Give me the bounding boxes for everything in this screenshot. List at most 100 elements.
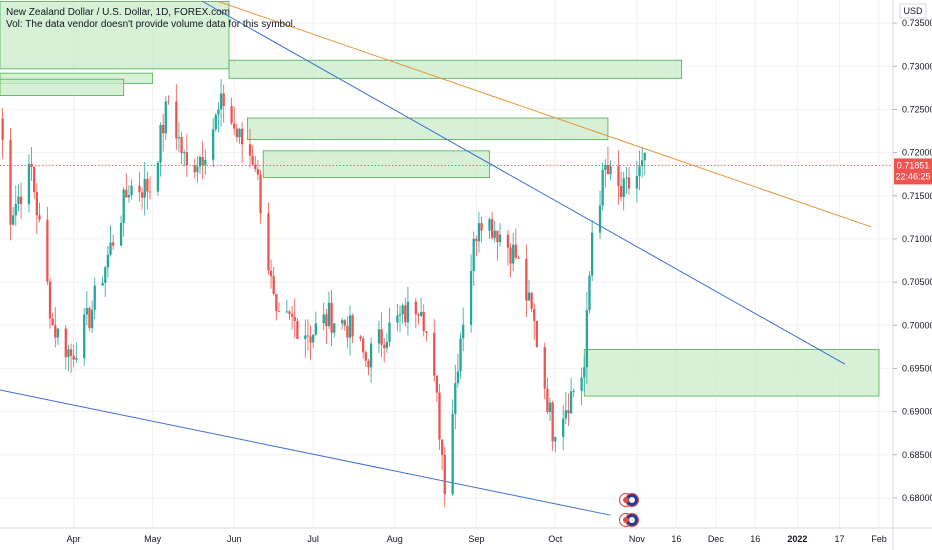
candle-body [438, 392, 441, 440]
candle-body [456, 371, 460, 384]
candle-body [343, 320, 346, 326]
candle-body [580, 377, 583, 391]
event-flag-icon [618, 512, 640, 528]
candle-body [219, 93, 223, 110]
candle-body [490, 219, 494, 238]
candle [348, 305, 352, 356]
y-tick-label: 0.69000 [902, 407, 932, 417]
y-tick-label: 0.70000 [902, 320, 932, 330]
candle [641, 147, 644, 178]
candle-body [509, 247, 512, 264]
candle-body [380, 329, 383, 345]
candle-body [90, 309, 94, 329]
candle-body [406, 301, 410, 323]
candle-body [414, 301, 417, 315]
candle [401, 303, 404, 324]
candle [12, 206, 15, 227]
candle-body [85, 307, 88, 315]
x-tick-label: Jun [227, 534, 242, 544]
candle-body [369, 343, 373, 368]
candle-body [585, 310, 589, 368]
candle-body [272, 276, 275, 294]
y-tick-label: 0.69500 [902, 363, 932, 373]
trendlines[interactable] [0, 1, 872, 516]
candle-body [569, 391, 573, 414]
candle-body [183, 152, 186, 154]
candle [33, 166, 36, 199]
y-tick-label: 0.73000 [902, 61, 932, 71]
candle [569, 377, 573, 414]
candle-body [488, 219, 491, 231]
candle-body [285, 311, 289, 313]
candle-body [177, 137, 181, 139]
candle-body [425, 331, 428, 333]
candle [583, 356, 586, 392]
candle-body [604, 164, 607, 170]
candle [233, 106, 236, 136]
candle [362, 335, 365, 359]
candle-body [562, 418, 565, 437]
candle-body [546, 388, 549, 413]
current-price-value: 0.71851 [897, 160, 930, 170]
candle-body [622, 178, 625, 198]
candle [456, 353, 460, 388]
candle-body [267, 213, 270, 271]
candle-body [635, 175, 639, 189]
candle-body [67, 349, 70, 358]
candle-body [385, 341, 389, 349]
candle-body [101, 282, 104, 286]
candle-body [17, 196, 20, 204]
candle-body [496, 230, 499, 243]
candle [588, 271, 591, 314]
candle-body [309, 336, 312, 343]
candle-body [330, 302, 333, 333]
economic-events[interactable] [618, 492, 640, 528]
event-flag-icon [618, 492, 640, 508]
candle-body [643, 153, 646, 161]
candle [496, 230, 499, 261]
candle [148, 176, 152, 200]
y-tick-label: 0.72500 [902, 104, 932, 114]
candle [609, 160, 612, 181]
x-tick-label: Oct [548, 534, 563, 544]
candlestick-series[interactable] [1, 79, 646, 508]
candle-body [159, 124, 162, 163]
symbol-title[interactable]: New Zealand Dollar / U.S. Dollar, 1D, FO… [6, 7, 230, 18]
candle-body [288, 311, 291, 315]
candle [598, 190, 602, 240]
candle-body [275, 293, 278, 312]
candle [164, 96, 167, 141]
candle [385, 333, 389, 354]
candle [204, 149, 207, 175]
candle [212, 117, 215, 168]
candle-body [248, 144, 252, 156]
candle-body [212, 129, 215, 160]
candle [325, 308, 328, 345]
y-tick-label: 0.68500 [902, 450, 932, 460]
candle [469, 254, 473, 333]
y-tick-label: 0.68000 [902, 493, 932, 503]
candle-body [146, 178, 149, 192]
candle-body [14, 203, 17, 216]
currency-label[interactable]: USD [899, 3, 927, 19]
candle-body [148, 191, 152, 193]
candle [14, 185, 17, 226]
x-tick-label: Dec [708, 534, 725, 544]
candle [422, 304, 425, 337]
candle-body [9, 139, 12, 225]
candle-body [454, 383, 457, 414]
candle [493, 220, 496, 243]
candle [425, 331, 428, 342]
candle [459, 332, 462, 379]
candle-body [627, 177, 631, 189]
x-tick-label: 16 [671, 534, 681, 544]
candle-body [1, 118, 4, 140]
candle-body [517, 257, 520, 259]
candle-body [259, 174, 262, 214]
zone-rect [0, 1, 230, 70]
candle-body [93, 285, 96, 310]
candle [1, 107, 4, 159]
candle [367, 358, 370, 376]
supply-demand-zones[interactable] [0, 1, 880, 397]
